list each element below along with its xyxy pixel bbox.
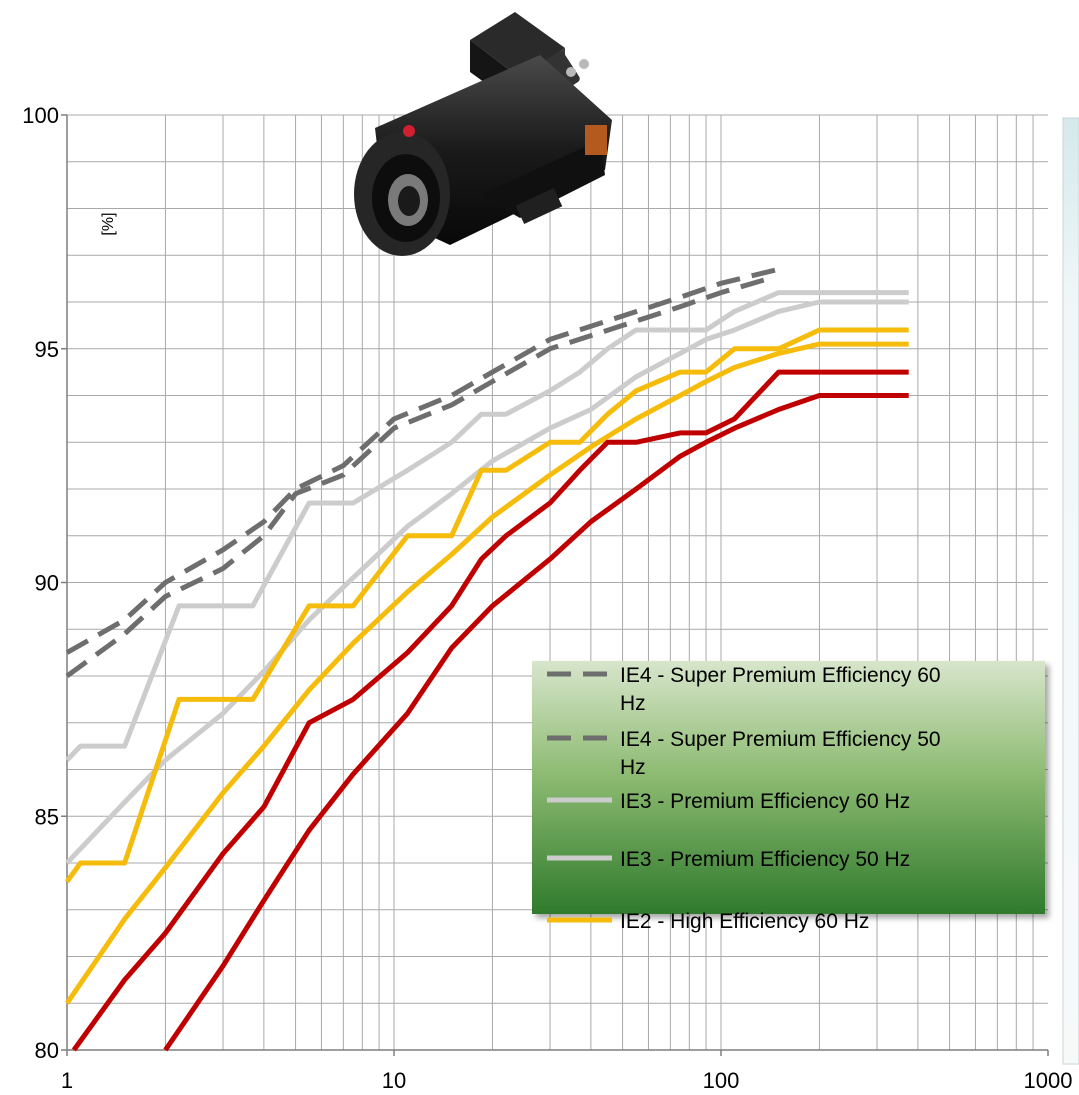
x-tick-label: 100 (703, 1068, 740, 1093)
legend-box (532, 661, 1045, 914)
legend-label-0: IE4 - Super Premium Efficiency 60 Hz (620, 664, 941, 715)
side-panel (1062, 117, 1079, 1065)
y-tick-label: 85 (35, 804, 59, 829)
series-line-6 (71, 369, 909, 1052)
legend-label-1: IE4 - Super Premium Efficiency 50 Hz (620, 728, 941, 779)
y-axis-unit: [%] (100, 212, 117, 235)
series-line-0 (65, 266, 780, 655)
legend-label-2: IE3 - Premium Efficiency 60 Hz (620, 790, 910, 813)
x-tick-label: 1 (61, 1068, 73, 1093)
series-line-4 (64, 327, 909, 884)
motor-illustration (354, 12, 612, 256)
series-line-3 (65, 299, 909, 865)
y-tick-label: 80 (35, 1038, 59, 1063)
x-tick-label: 1000 (1024, 1068, 1073, 1093)
y-tick-label: 90 (35, 571, 59, 596)
x-tick-label: 10 (382, 1068, 406, 1093)
y-tick-label: 100 (22, 103, 59, 128)
y-tick-label: 95 (35, 337, 59, 362)
legend-label-4: IE2 - High Efficiency 60 Hz (620, 910, 869, 933)
series-group (64, 266, 909, 1052)
legend-label-3: IE3 - Premium Efficiency 50 Hz (620, 848, 910, 871)
axes: 80 85 90 95 100 1 10 100 1000 (22, 103, 1072, 1093)
series-line-5 (64, 341, 909, 1005)
series-line-7 (163, 393, 909, 1052)
series-line-1 (65, 276, 770, 679)
legend: IE4 - Super Premium Efficiency 60 Hz IE4 -… (532, 661, 1045, 933)
series-line-2 (65, 290, 909, 762)
